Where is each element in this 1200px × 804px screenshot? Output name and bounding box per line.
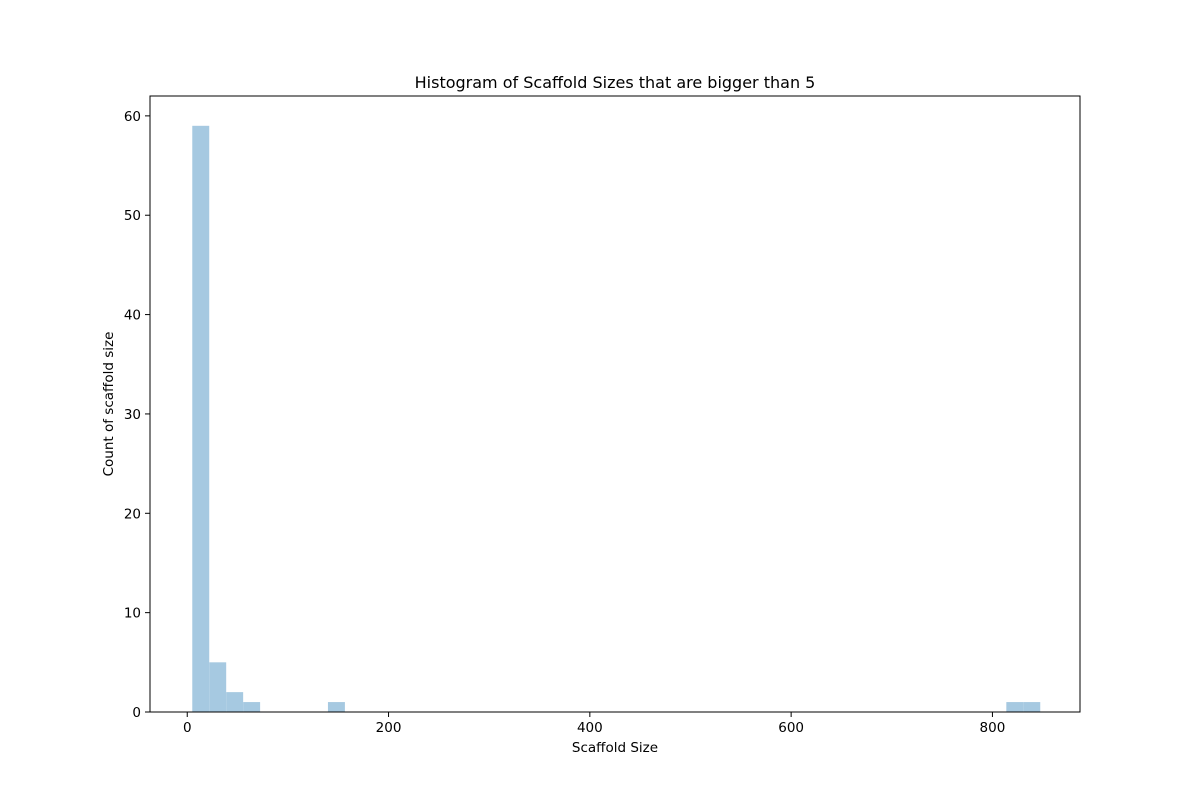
y-tick-label: 10 [124,606,141,622]
y-tick-label: 60 [124,109,141,125]
y-tick-label: 40 [124,308,141,324]
histogram-bar [1006,702,1024,712]
y-tick-label: 50 [124,208,141,224]
y-axis-ticks: 0 10 20 30 40 50 60 [124,109,150,721]
x-tick-label: 600 [778,720,804,736]
bars-layer [192,125,1041,712]
histogram-bar [327,702,345,712]
histogram-bar [1023,702,1041,712]
x-axis-label: Scaffold Size [572,740,658,756]
histogram-bar [226,692,244,712]
x-tick-label: 800 [980,720,1006,736]
x-axis-ticks: 0 200 400 600 800 [183,712,1005,736]
plot-area-frame [149,95,1081,713]
x-tick-label: 400 [577,720,603,736]
chart-title: Histogram of Scaffold Sizes that are big… [415,73,816,92]
y-axis-label: Count of scaffold size [101,332,117,477]
y-tick-label: 20 [124,506,141,522]
histogram-bar [209,662,227,712]
y-tick-label: 0 [132,705,141,721]
y-tick-label: 30 [124,407,141,423]
x-tick-label: 200 [376,720,402,736]
x-tick-label: 0 [183,720,192,736]
histogram-bar [243,702,261,712]
histogram-bar [192,125,210,712]
